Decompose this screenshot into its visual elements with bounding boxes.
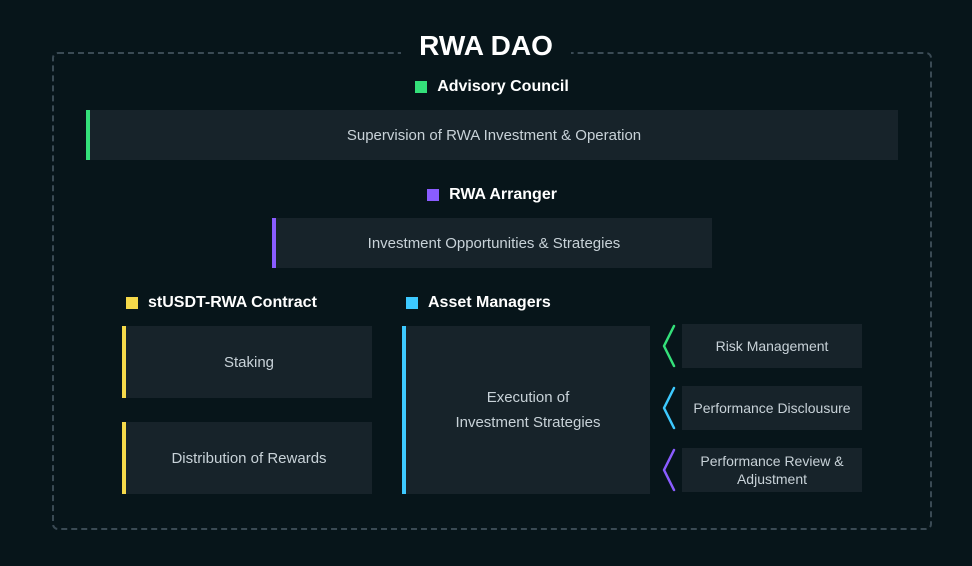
advisory-box-text: Supervision of RWA Investment & Operatio… xyxy=(347,127,641,144)
managers-box: Execution of Investment Strategies xyxy=(402,326,650,494)
arranger-box-text: Investment Opportunities & Strategies xyxy=(368,235,621,252)
side-item-box: Risk Management xyxy=(682,324,862,368)
managers-header: Asset Managers xyxy=(402,294,650,312)
advisory-swatch xyxy=(415,81,427,93)
side-item-0: Risk Management xyxy=(662,324,862,368)
contract-box-staking: Staking xyxy=(122,326,372,398)
chevron-left-icon xyxy=(662,386,676,430)
contract-box-rewards: Distribution of Rewards xyxy=(122,422,372,494)
diagram-title: RWA DAO xyxy=(401,30,571,62)
contract-label: stUSDT-RWA Contract xyxy=(148,294,317,312)
chevron-left-icon xyxy=(662,324,676,368)
side-item-box: Performance Disclousure xyxy=(682,386,862,430)
contract-swatch xyxy=(126,297,138,309)
arranger-label: RWA Arranger xyxy=(449,186,557,204)
arranger-header: RWA Arranger xyxy=(52,186,932,204)
arranger-box: Investment Opportunities & Strategies xyxy=(272,218,712,268)
side-column: Risk Management Performance Disclousure Pe… xyxy=(662,294,862,494)
side-item-1: Performance Disclousure xyxy=(662,386,862,430)
contract-column: stUSDT-RWA Contract Staking Distribution… xyxy=(122,294,372,494)
diagram-content: Advisory Council Supervision of RWA Inve… xyxy=(52,78,932,494)
managers-label: Asset Managers xyxy=(428,294,551,312)
side-item-box: Performance Review & Adjustment xyxy=(682,448,862,492)
managers-column: Asset Managers Execution of Investment S… xyxy=(402,294,650,494)
advisory-box: Supervision of RWA Investment & Operatio… xyxy=(86,110,898,160)
chevron-left-icon xyxy=(662,448,676,492)
contract-box-text-1: Distribution of Rewards xyxy=(171,448,326,469)
advisory-header: Advisory Council xyxy=(52,78,932,96)
advisory-label: Advisory Council xyxy=(437,78,569,96)
contract-box-text-0: Staking xyxy=(224,352,274,373)
contract-header: stUSDT-RWA Contract xyxy=(122,294,372,312)
arranger-swatch xyxy=(427,189,439,201)
managers-swatch xyxy=(406,297,418,309)
managers-box-text: Execution of Investment Strategies xyxy=(455,385,600,436)
side-item-2: Performance Review & Adjustment xyxy=(662,448,862,492)
